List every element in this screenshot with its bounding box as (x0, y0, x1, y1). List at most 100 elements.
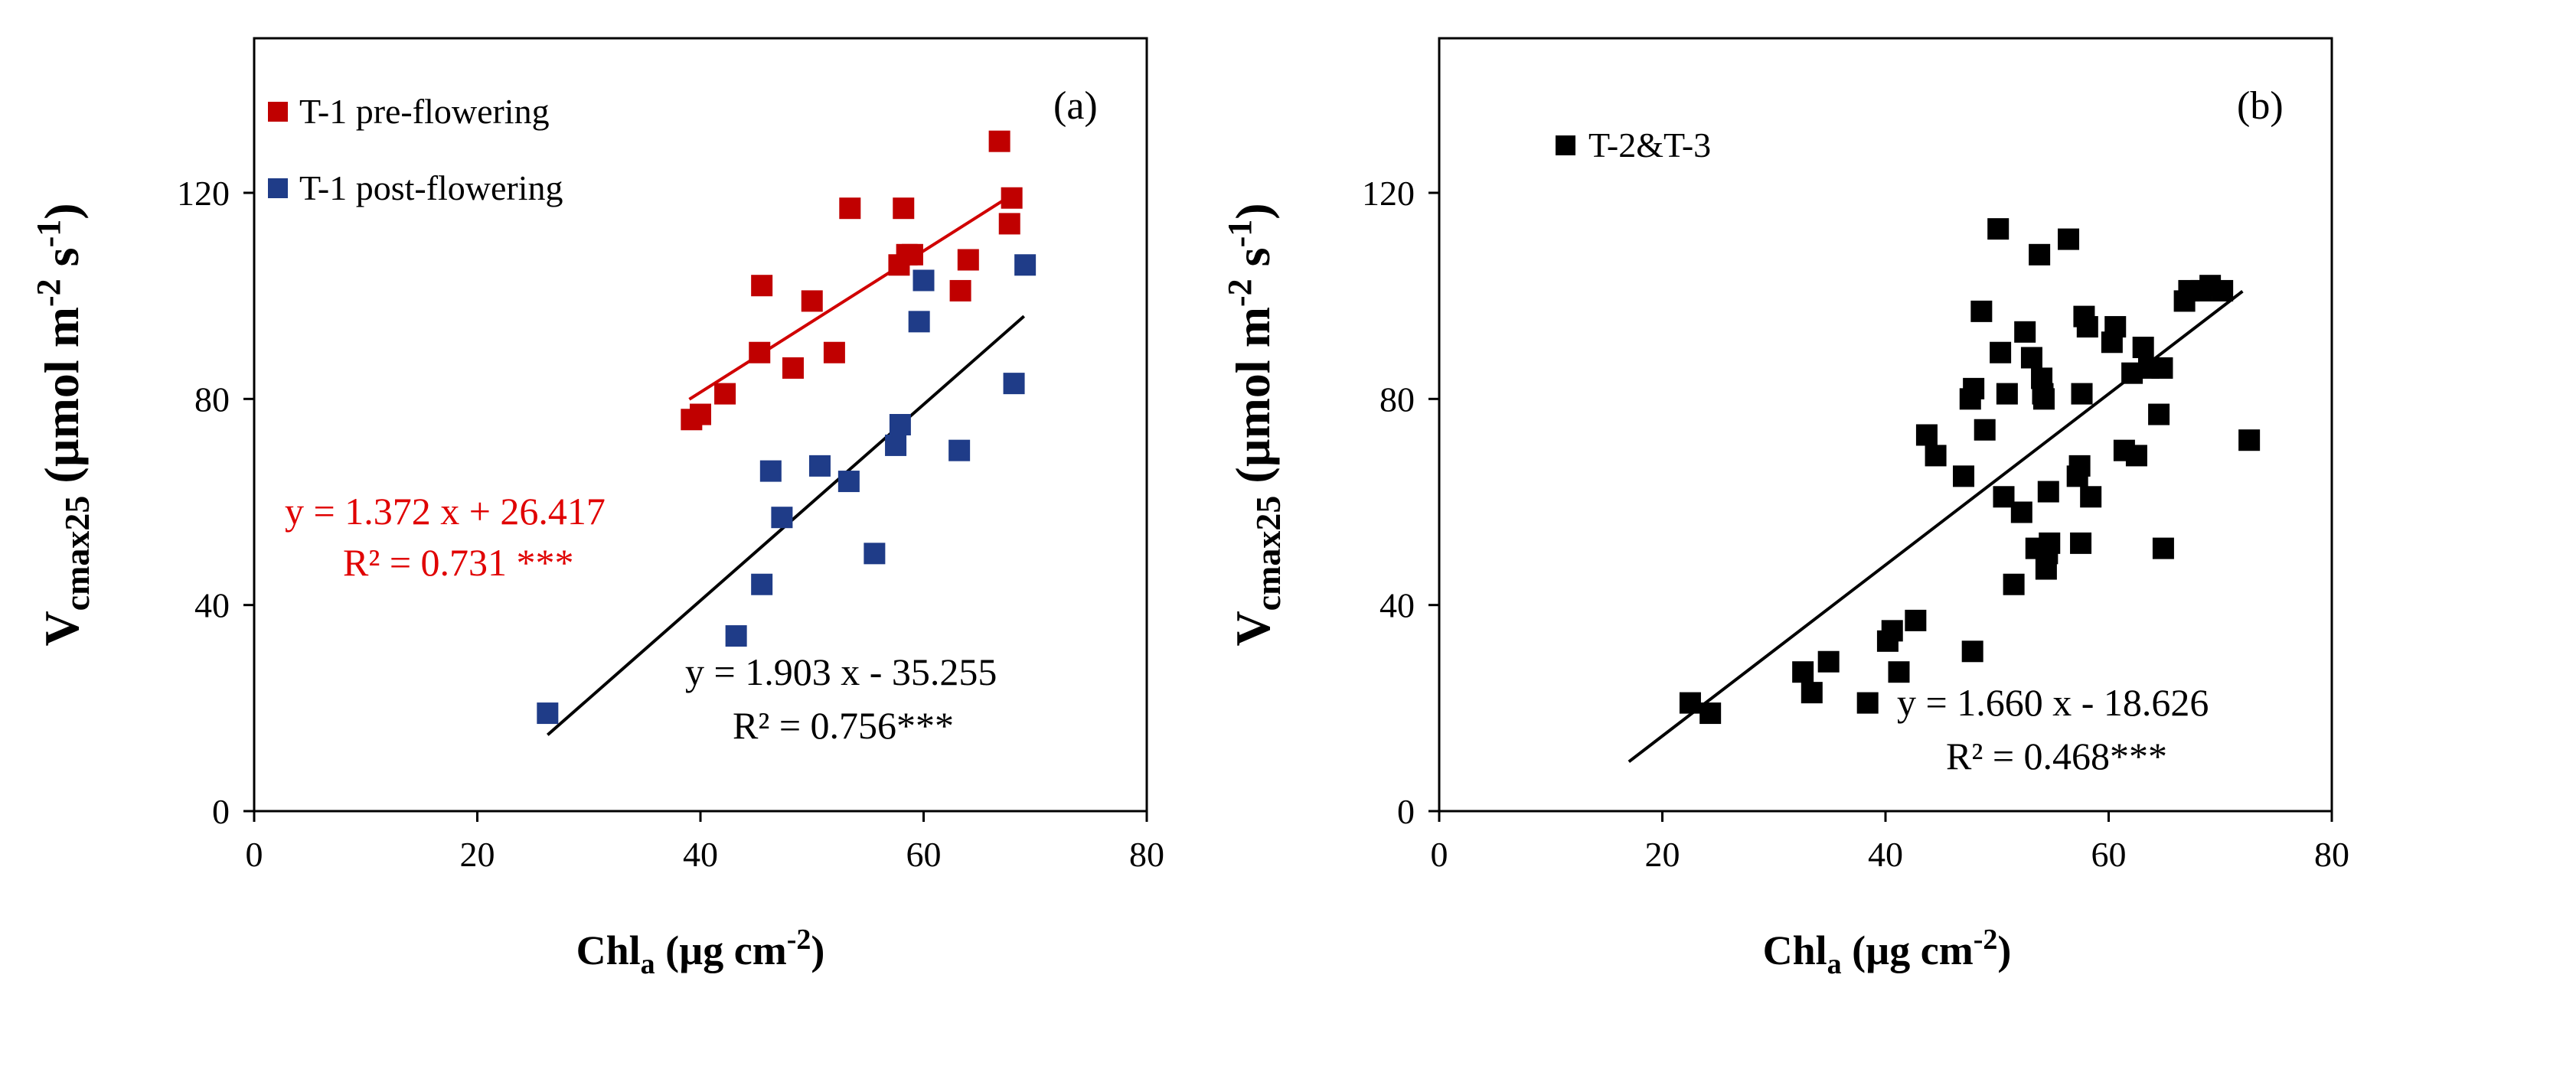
point-t-2-t-3 (1915, 424, 1938, 446)
axes (1428, 38, 2333, 822)
point-t-1-pre-flowering (949, 279, 971, 301)
point-t-2-t-3 (2037, 481, 2059, 503)
legend: T-1 pre-flowering T-1 post-flowering (268, 92, 563, 207)
point-t-1-pre-flowering (1001, 187, 1023, 209)
post-flowering-r2: R² = 0.756*** (733, 704, 954, 747)
point-t-2-t-3 (1974, 419, 1996, 441)
x-tick-labels: 0 20 40 60 80 (1431, 835, 2350, 874)
y-axis-title: Vcmax25 (µmol m-2 s-1) (1221, 203, 1288, 646)
point-t-2-t-3 (2010, 501, 2032, 523)
point-t-1-post-flowering (908, 311, 930, 333)
point-t-1-post-flowering (771, 507, 793, 529)
post-flowering-equation: y = 1.903 x - 35.255 (685, 650, 997, 693)
pre-flowering-r2: R² = 0.731 *** (343, 541, 574, 584)
y-tick-labels: 0 40 80 120 (177, 174, 230, 831)
legend-marker-t2-t3 (1556, 135, 1575, 155)
x-tick-label: 40 (1868, 835, 1903, 874)
point-t-1-post-flowering (537, 702, 559, 725)
point-t-1-post-flowering (864, 543, 886, 565)
point-t-2-t-3 (2071, 383, 2093, 405)
point-t-2-t-3 (2020, 347, 2042, 369)
x-tick-label: 20 (460, 835, 495, 874)
point-t-1-pre-flowering (714, 383, 736, 405)
point-t-1-post-flowering (808, 455, 831, 477)
point-t-1-post-flowering (913, 269, 935, 292)
legend-label-post-flowering: T-1 post-flowering (299, 168, 563, 207)
point-t-1-pre-flowering (801, 290, 823, 312)
point-t-2-t-3 (2070, 532, 2092, 554)
point-t-2-t-3 (1888, 661, 1910, 683)
point-t-1-post-flowering (725, 625, 747, 647)
point-t-2-t-3 (1699, 702, 1722, 725)
point-t-2-t-3 (2148, 403, 2170, 425)
point-t-2-t-3 (2212, 279, 2234, 301)
x-tick-label: 80 (1129, 835, 1164, 874)
point-t-2-t-3 (2029, 243, 2051, 266)
point-t-2-t-3 (2104, 316, 2127, 338)
y-tick-label: 120 (177, 174, 230, 213)
point-t-1-pre-flowering (751, 275, 773, 297)
point-t-1-post-flowering (889, 414, 911, 435)
point-t-1-pre-flowering (839, 197, 861, 220)
y-tick-label: 0 (212, 792, 230, 831)
point-t-1-pre-flowering (782, 357, 804, 379)
fit-line-t-1-pre-flowering (688, 193, 1014, 401)
panel-label: (b) (2237, 84, 2284, 128)
point-t-2-t-3 (1970, 300, 1993, 322)
point-t-1-post-flowering (1003, 373, 1025, 395)
y-tick-labels: 0 40 80 120 (1362, 174, 1415, 831)
axes (243, 38, 1148, 822)
y-tick-label: 80 (194, 380, 230, 419)
point-t-2-t-3 (2014, 321, 2036, 343)
point-t-2-t-3 (1963, 377, 1985, 399)
point-t-1-pre-flowering (690, 403, 711, 425)
legend-marker-post-flowering (268, 178, 288, 198)
point-t-2-t-3 (1905, 609, 1927, 631)
x-tick-labels: 0 20 40 60 80 (246, 835, 1165, 874)
plot-area-frame (1438, 37, 2333, 813)
x-tick-label: 60 (2091, 835, 2127, 874)
y-tick-label: 120 (1362, 174, 1415, 213)
point-t-2-t-3 (2151, 357, 2173, 379)
point-t-2-t-3 (1679, 692, 1701, 714)
point-t-2-t-3 (1817, 650, 1840, 673)
x-tick-label: 0 (246, 835, 263, 874)
x-axis-title: Chla (µg cm-2) (1763, 924, 2012, 980)
x-tick-label: 80 (2314, 835, 2349, 874)
point-t-2-t-3 (1881, 620, 1903, 642)
point-t-2-t-3 (1953, 465, 1975, 487)
point-t-2-t-3 (1990, 341, 2012, 363)
point-t-1-post-flowering (751, 573, 773, 595)
panel-b: 0 20 40 60 80 0 40 80 120 T-2&T-3 (b) y = 1.660… (1221, 37, 2350, 980)
point-t-1-pre-flowering (823, 341, 845, 363)
panel-a: 0 20 40 60 80 0 40 80 120 T-1 pre-flowering T-1… (30, 37, 1165, 980)
point-t-1-pre-flowering (749, 341, 771, 363)
point-t-1-pre-flowering (998, 213, 1020, 235)
point-t-2-t-3 (2152, 537, 2174, 559)
point-t-1-pre-flowering (893, 197, 915, 220)
x-tick-label: 20 (1645, 835, 1680, 874)
point-t-2-t-3 (1996, 383, 2018, 405)
point-t-1-post-flowering (948, 439, 971, 461)
point-t-2-t-3 (2238, 429, 2261, 451)
point-t-1-post-flowering (837, 471, 860, 493)
data-points (1679, 218, 2261, 725)
point-t-2-t-3 (2080, 486, 2102, 508)
y-tick-label: 40 (1379, 586, 1415, 625)
x-axis-title: Chla (µg cm-2) (576, 924, 825, 980)
point-t-2-t-3 (2003, 573, 2025, 595)
point-t-2-t-3 (1792, 661, 1814, 683)
y-axis-title: Vcmax25 (µmol m-2 s-1) (30, 203, 96, 646)
point-t-2-t-3 (2032, 388, 2055, 410)
panel-label: (a) (1053, 84, 1098, 128)
point-t-2-t-3 (2039, 532, 2061, 554)
point-t-1-post-flowering (885, 434, 907, 456)
point-t-1-pre-flowering (901, 243, 923, 266)
y-tick-label: 0 (1397, 792, 1415, 831)
point-t-2-t-3 (1925, 445, 1947, 467)
legend-marker-pre-flowering (268, 102, 288, 122)
point-t-2-t-3 (2132, 337, 2154, 358)
legend-label-pre-flowering: T-1 pre-flowering (299, 92, 550, 131)
point-t-1-pre-flowering (957, 249, 979, 271)
point-t-1-pre-flowering (988, 130, 1010, 152)
